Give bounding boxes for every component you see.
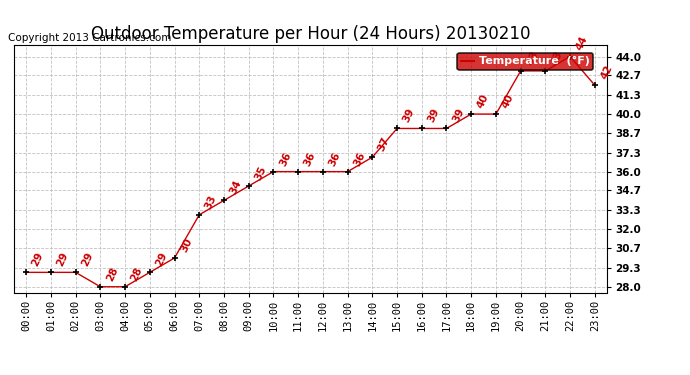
- Text: 29: 29: [80, 251, 95, 268]
- Text: 36: 36: [352, 150, 367, 168]
- Text: 42: 42: [599, 64, 614, 81]
- Text: 36: 36: [277, 150, 293, 168]
- Text: 29: 29: [154, 251, 169, 268]
- Text: 28: 28: [104, 265, 119, 283]
- Text: 40: 40: [500, 92, 515, 110]
- Text: 34: 34: [228, 179, 244, 196]
- Text: 39: 39: [451, 107, 466, 124]
- Text: 36: 36: [302, 150, 317, 168]
- Legend: Temperature  (°F): Temperature (°F): [457, 53, 593, 70]
- Text: 36: 36: [327, 150, 342, 168]
- Title: Outdoor Temperature per Hour (24 Hours) 20130210: Outdoor Temperature per Hour (24 Hours) …: [91, 26, 530, 44]
- Text: Copyright 2013 Cartronics.com: Copyright 2013 Cartronics.com: [8, 33, 171, 42]
- Text: 40: 40: [475, 92, 491, 110]
- Text: 29: 29: [30, 251, 46, 268]
- Text: 33: 33: [204, 193, 219, 211]
- Text: 39: 39: [426, 107, 441, 124]
- Text: 28: 28: [129, 265, 144, 283]
- Text: 39: 39: [401, 107, 416, 124]
- Text: 35: 35: [253, 165, 268, 182]
- Text: 44: 44: [574, 35, 589, 52]
- Text: 30: 30: [179, 236, 194, 254]
- Text: 29: 29: [55, 251, 70, 268]
- Text: 37: 37: [377, 136, 392, 153]
- Text: 43: 43: [525, 49, 540, 67]
- Text: 43: 43: [549, 49, 565, 67]
